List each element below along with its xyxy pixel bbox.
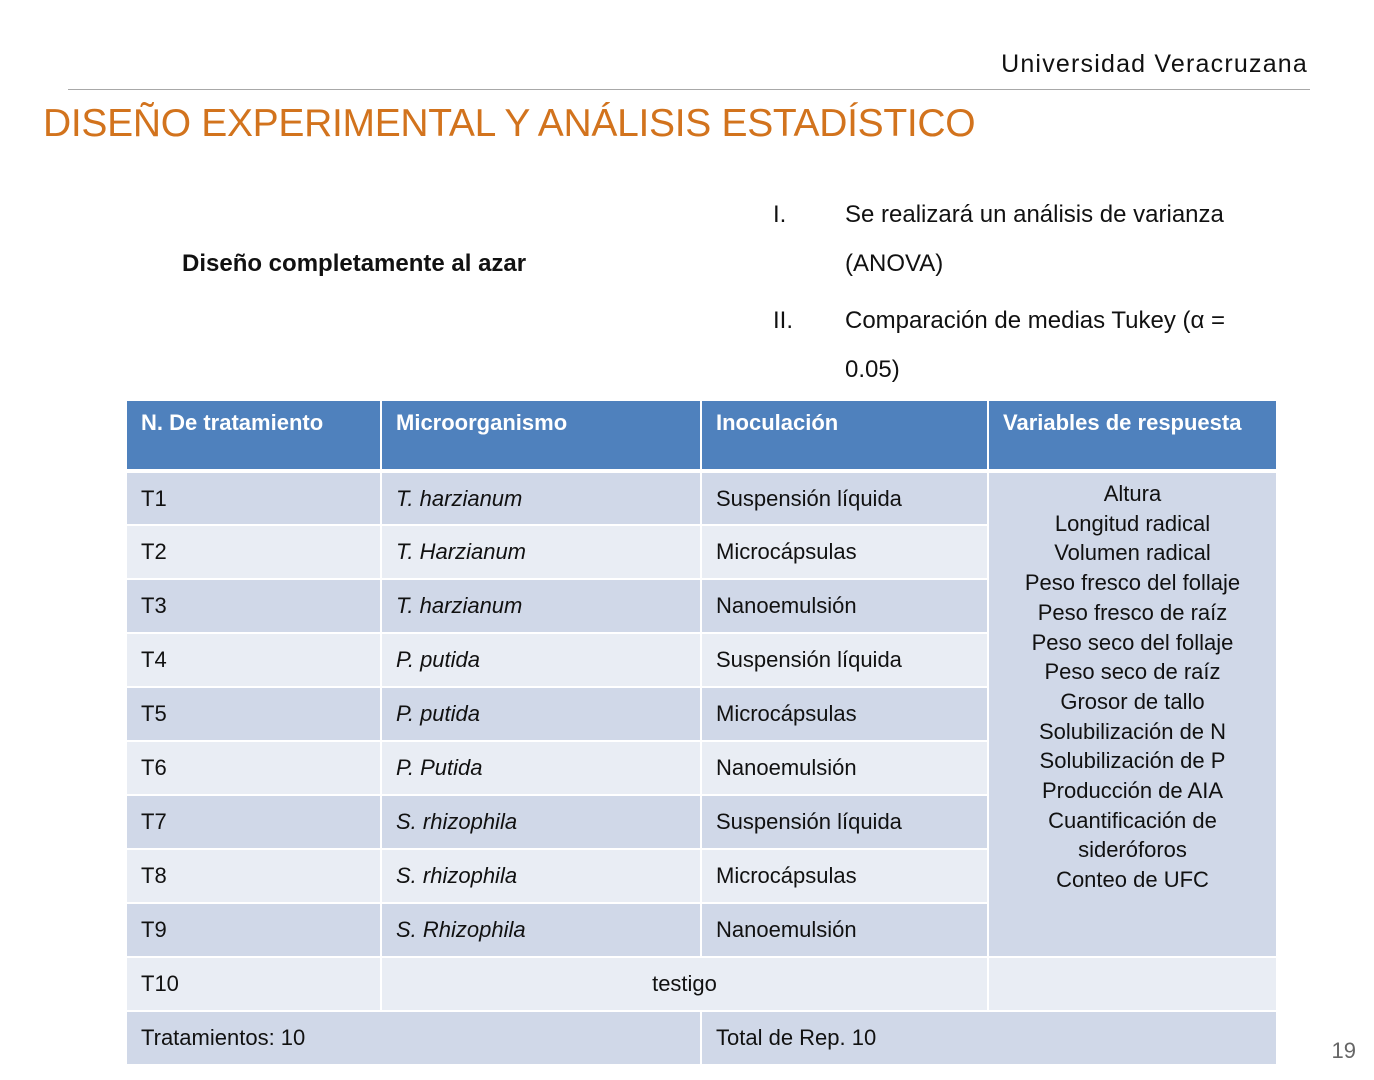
table-row: T8 S. rhizophila Microcápsulas [127, 849, 1277, 904]
header-divider [68, 89, 1310, 90]
response-variable: Longitud radical [1054, 510, 1211, 536]
microorganism: P. putida [381, 687, 702, 742]
summary-row: Tratamientos: 10 Total de Rep. 10 [127, 1011, 1278, 1066]
microorganism: T. Harzianum [381, 525, 702, 580]
response-variable: Peso fresco de raíz [1037, 599, 1228, 625]
table-row: T6 P. Putida Nanoemulsión [127, 741, 1277, 796]
inoculation: Nanoemulsión [701, 579, 989, 634]
response-variable: Grosor de tallo [1060, 688, 1205, 714]
table-row: T1 T. harzianum Suspensión líquida Altur… [127, 471, 1278, 958]
column-header-microorganism: Microorganismo [381, 401, 702, 473]
inoculation: Nanoemulsión [701, 741, 989, 796]
slide-title: DISEÑO EXPERIMENTAL Y ANÁLISIS ESTADÍSTI… [43, 102, 976, 145]
design-label: Diseño completamente al azar [182, 250, 527, 277]
response-variable: Cuantificación de [1048, 807, 1217, 833]
treatment-id: T3 [127, 579, 382, 634]
control-label: testigo [381, 957, 989, 1012]
response-variable: Conteo de UFC [1056, 867, 1209, 893]
response-variable: Peso fresco del follaje [1024, 570, 1241, 596]
response-variable: Altura [1103, 481, 1162, 506]
table-header-row: N. De tratamiento Microorganismo Inocula… [127, 401, 1278, 473]
organization-name: Universidad Veracruzana [1001, 50, 1308, 78]
inoculation: Microcápsulas [701, 849, 989, 904]
analysis-list: I. Se realizará un análisis de varianza … [773, 190, 1273, 402]
microorganism: S. rhizophila [381, 849, 702, 904]
response-variable: Peso seco del follaje [1031, 629, 1234, 655]
response-variable: Volumen radical [1054, 540, 1211, 566]
page-number: 19 [1331, 1038, 1356, 1063]
treatment-id: T4 [127, 633, 382, 688]
table-row: T2 T. Harzianum Microcápsulas [127, 525, 1277, 580]
inoculation: Suspensión líquida [701, 795, 989, 850]
analysis-text: Comparación de medias Tukey (α = 0.05) [845, 307, 1226, 383]
response-variable: Producción de AIA [1041, 778, 1223, 804]
response-variable: Solubilización de N [1038, 718, 1227, 744]
response-variable: sideróforos [1078, 837, 1187, 863]
treatment-id: T7 [127, 795, 382, 850]
microorganism: S. rhizophila [381, 795, 702, 850]
treatment-id: T9 [127, 903, 382, 958]
table-row: T7 S. rhizophila Suspensión líquida [127, 795, 1277, 850]
microorganism: P. putida [381, 633, 702, 688]
inoculation: Nanoemulsión [701, 903, 989, 958]
table-row: T3 T. harzianum Nanoemulsión [127, 579, 1277, 634]
empty-cell [988, 957, 1278, 1012]
inoculation: Microcápsulas [701, 687, 989, 742]
inoculation: Microcápsulas [701, 525, 989, 580]
analysis-number: II. [773, 307, 794, 334]
treatment-id: T2 [127, 525, 382, 580]
response-variables-cell: Altura Longitud radical Volumen radical … [988, 471, 1278, 958]
treatment-id: T8 [127, 849, 382, 904]
microorganism: P. Putida [381, 741, 702, 796]
column-header-inoculation: Inoculación [701, 401, 989, 473]
column-header-response-variables: Variables de respuesta [988, 401, 1278, 473]
inoculation: Suspensión líquida [701, 633, 989, 688]
analysis-item-anova: I. Se realizará un análisis de varianza … [773, 190, 1273, 288]
control-row: T10 testigo [127, 957, 1278, 1012]
response-variable: Peso seco de raíz [1044, 659, 1221, 685]
analysis-number: I. [773, 201, 787, 228]
table-row: T4 P. putida Suspensión líquida [127, 633, 1277, 688]
treatments-total: Tratamientos: 10 [127, 1011, 702, 1066]
table-row: T5 P. putida Microcápsulas [127, 687, 1277, 742]
response-variable: Solubilización de P [1039, 748, 1226, 774]
treatments-table: N. De tratamiento Microorganismo Inocula… [127, 401, 1278, 1066]
analysis-text: Se realizará un análisis de varianza (AN… [845, 201, 1224, 277]
table-row: T9 S. Rhizophila Nanoemulsión [127, 903, 1277, 958]
column-header-treatment: N. De tratamiento [127, 401, 382, 473]
microorganism: S. Rhizophila [381, 903, 702, 958]
repetitions-total: Total de Rep. 10 [701, 1011, 1278, 1066]
treatment-id: T1 [127, 471, 382, 526]
treatment-id: T6 [127, 741, 382, 796]
microorganism: T. harzianum [381, 579, 702, 634]
treatment-id: T5 [127, 687, 382, 742]
treatment-id: T10 [127, 957, 382, 1012]
inoculation: Suspensión líquida [701, 471, 989, 526]
microorganism: T. harzianum [381, 471, 702, 526]
analysis-item-tukey: II. Comparación de medias Tukey (α = 0.0… [773, 296, 1273, 394]
